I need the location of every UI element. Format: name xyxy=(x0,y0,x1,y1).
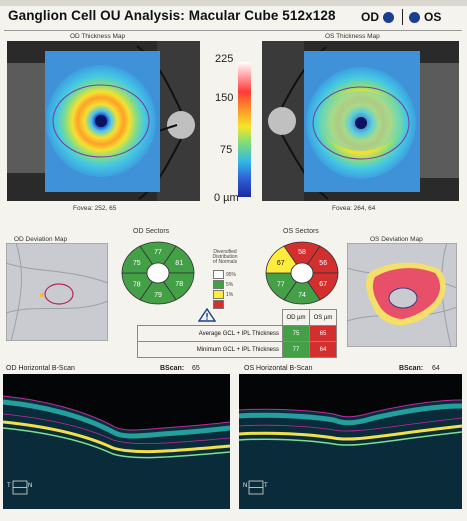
os-bscan-word: BScan: xyxy=(399,365,424,372)
os-deviation-map xyxy=(346,242,458,348)
scale-label-75: 75 xyxy=(220,144,233,156)
legend-swatch xyxy=(213,300,224,309)
report-title: Ganglion Cell OU Analysis: Macular Cube … xyxy=(8,8,336,23)
os-deviation-map-title: OS Deviation Map xyxy=(370,236,423,243)
od-sectors-title: OD Sectors xyxy=(133,228,170,235)
od-minimum-value: 77 xyxy=(282,341,310,358)
os-sector-value-1: 56 xyxy=(319,260,327,267)
os-orientation-box: N T xyxy=(243,478,269,498)
table-row: Average GCL + IPL Thickness 75 65 xyxy=(137,325,337,342)
table-header-row: OD µm OS µm xyxy=(138,309,337,326)
od-bscan-title: OD Horizontal B-Scan xyxy=(6,365,75,372)
od-thickness-map-title: OD Thickness Map xyxy=(70,33,126,40)
od-sector-value-1: 81 xyxy=(175,260,183,267)
od-dot-icon xyxy=(383,11,394,23)
os-sector-center xyxy=(290,262,314,284)
os-bscan-title: OS Horizontal B-Scan xyxy=(244,365,313,372)
od-label: OD xyxy=(361,10,379,24)
os-thickness-map-title: OS Thickness Map xyxy=(325,33,380,40)
thickness-color-scale xyxy=(238,62,251,197)
os-sectors-chart: 58 56 67 74 77 67 xyxy=(265,241,339,305)
scale-label-top: 225 xyxy=(215,53,234,65)
od-sector-value-0: 77 xyxy=(154,249,162,256)
os-bscan-number: 64 xyxy=(432,365,440,372)
od-sector-value-3: 79 xyxy=(154,292,162,299)
od-deviation-map xyxy=(5,242,109,342)
legend-title: Diversified Distribution of Normals xyxy=(212,249,238,265)
legend-item: 95% xyxy=(213,270,236,279)
os-sector-value-5: 67 xyxy=(277,260,285,267)
table-header-od: OD µm xyxy=(282,309,310,326)
od-orientation-box: T N xyxy=(7,478,33,498)
legend-swatch xyxy=(213,290,224,299)
os-dot-icon xyxy=(409,11,420,23)
header-strip xyxy=(0,0,467,6)
os-orient-left: N xyxy=(243,483,248,489)
row-label: Average GCL + IPL Thickness xyxy=(137,325,283,342)
row-label: Minimum GCL + IPL Thickness xyxy=(137,341,283,358)
gcl-ipl-results-table: OD µm OS µm Average GCL + IPL Thickness … xyxy=(137,309,337,358)
legend-swatch xyxy=(213,270,224,279)
os-sector-value-3: 74 xyxy=(298,292,306,299)
os-thickness-map xyxy=(262,41,459,201)
od-thickness-map xyxy=(7,41,200,201)
od-sectors-chart: 77 81 78 79 78 75 xyxy=(121,241,195,305)
os-sector-value-4: 77 xyxy=(277,281,285,288)
od-bscan-image xyxy=(3,374,230,509)
table-row: Minimum GCL + IPL Thickness 77 64 xyxy=(137,341,337,358)
od-sector-center xyxy=(146,262,170,284)
od-sector-value-5: 75 xyxy=(133,260,141,267)
os-eye-indicator: OS xyxy=(409,10,441,24)
od-orient-right: N xyxy=(28,483,33,489)
scale-label-bottom: 0 µm xyxy=(214,192,239,204)
od-bscan-number: 65 xyxy=(192,365,200,372)
legend-swatch xyxy=(213,280,224,289)
os-average-value: 65 xyxy=(309,325,337,342)
scale-label-150: 150 xyxy=(215,92,234,104)
os-sector-value-0: 58 xyxy=(298,249,306,256)
od-bscan-word: BScan: xyxy=(160,365,185,372)
legend: 95% 5% 1% xyxy=(213,270,236,309)
od-eye-indicator: OD xyxy=(361,10,394,24)
od-sector-value-2: 78 xyxy=(175,281,183,288)
os-sector-value-2: 67 xyxy=(319,281,327,288)
od-fovea-coords: Fovea: 252, 65 xyxy=(73,205,117,212)
od-orient-left: T xyxy=(7,483,11,489)
header-rule xyxy=(4,30,462,31)
os-minimum-value: 64 xyxy=(309,341,337,358)
os-label: OS xyxy=(424,10,442,24)
legend-item: 1% xyxy=(213,290,236,299)
os-fovea-coords: Fovea: 264, 64 xyxy=(332,205,376,212)
os-bscan-image xyxy=(239,374,462,509)
warning-triangle-icon xyxy=(198,308,216,322)
od-sector-value-4: 78 xyxy=(133,281,141,288)
od-average-value: 75 xyxy=(282,325,310,342)
eye-separator xyxy=(402,9,403,25)
legend-item xyxy=(213,300,236,309)
table-header-os: OS µm xyxy=(309,309,337,326)
table-header-blank xyxy=(138,310,283,326)
od-deviation-map-title: OD Deviation Map xyxy=(14,236,68,243)
legend-item: 5% xyxy=(213,280,236,289)
os-orient-right: T xyxy=(264,483,268,489)
os-sectors-title: OS Sectors xyxy=(283,228,319,235)
